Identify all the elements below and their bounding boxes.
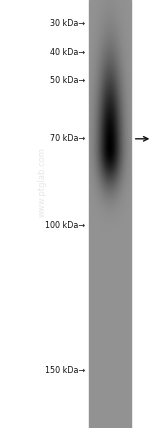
Text: 100 kDa→: 100 kDa→ xyxy=(45,221,86,230)
Text: 70 kDa→: 70 kDa→ xyxy=(50,134,86,143)
Text: www.ptglab.com: www.ptglab.com xyxy=(38,147,46,217)
Text: 150 kDa→: 150 kDa→ xyxy=(45,366,86,374)
Text: 30 kDa→: 30 kDa→ xyxy=(50,19,86,28)
Text: 40 kDa→: 40 kDa→ xyxy=(50,48,86,56)
Bar xyxy=(89,0,131,428)
Text: 50 kDa→: 50 kDa→ xyxy=(50,77,86,86)
